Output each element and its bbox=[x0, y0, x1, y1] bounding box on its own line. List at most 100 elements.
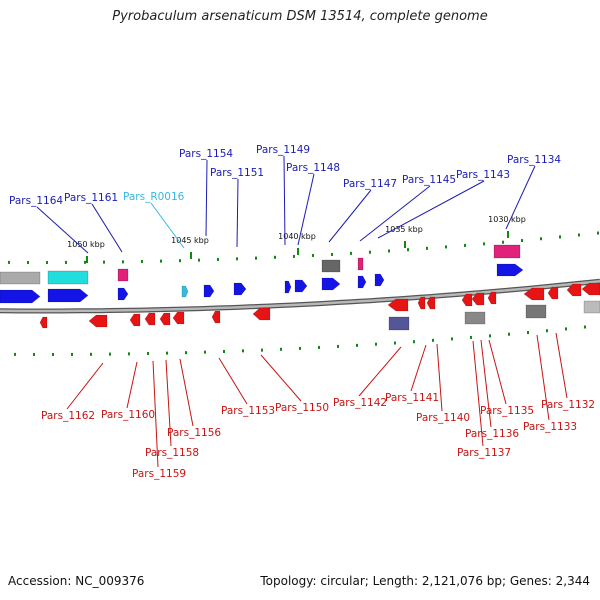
reverse-gene-arrow bbox=[487, 291, 497, 305]
forward-gene-arrow bbox=[374, 273, 385, 287]
ruler-tick bbox=[109, 352, 111, 356]
ruler-tick bbox=[470, 335, 472, 339]
ruler-tick bbox=[103, 260, 105, 264]
ruler-tick bbox=[128, 352, 130, 356]
label-leader-line bbox=[410, 344, 427, 392]
ruler-tick bbox=[293, 254, 295, 258]
rna-gene-box bbox=[47, 270, 89, 285]
ruler-tick bbox=[356, 343, 358, 347]
ruler-tick bbox=[584, 325, 586, 329]
ruler-tick bbox=[65, 260, 67, 264]
ruler-tick bbox=[217, 258, 219, 262]
forward-gene-arrow bbox=[117, 287, 129, 301]
ruler-tick bbox=[236, 257, 238, 261]
label-leader-line bbox=[377, 180, 485, 239]
label-leader-line bbox=[358, 346, 402, 397]
label-leader-line bbox=[205, 159, 208, 237]
gene-label: Pars_1134 bbox=[507, 154, 561, 166]
ruler-tick bbox=[160, 259, 162, 263]
forward-gene-arrow bbox=[284, 280, 292, 294]
ruler-tick bbox=[84, 260, 86, 264]
ruler-tick bbox=[147, 352, 149, 356]
forward-gene-arrow bbox=[0, 289, 41, 304]
gene-label: Pars_1145 bbox=[402, 174, 456, 186]
label-leader-line bbox=[436, 343, 443, 412]
ruler-tick bbox=[350, 251, 352, 255]
forward-gene-arrow bbox=[294, 279, 308, 293]
ruler-tick bbox=[508, 332, 510, 336]
gene-label: Pars_1153 bbox=[221, 405, 275, 417]
ruler-tick bbox=[223, 350, 225, 354]
ruler-tick bbox=[8, 260, 10, 264]
label-leader-line bbox=[283, 155, 286, 246]
ruler-tick bbox=[242, 349, 244, 353]
reverse-gene-arrow bbox=[172, 311, 185, 325]
ruler-label: 1040 kbp bbox=[278, 232, 316, 241]
ruler-tick bbox=[489, 334, 491, 338]
ruler-tick bbox=[33, 352, 35, 356]
reverse-gene-arrow bbox=[88, 314, 108, 328]
ruler-tick bbox=[388, 249, 390, 253]
label-leader-line bbox=[472, 340, 484, 447]
other-gene-box bbox=[464, 311, 486, 325]
rna-gene-arrow bbox=[181, 285, 189, 298]
reverse-gene-arrow bbox=[129, 313, 141, 327]
ruler-tick bbox=[559, 235, 561, 239]
ruler-tick bbox=[426, 246, 428, 250]
other-gene-box bbox=[583, 300, 600, 314]
gene-label: Pars_1151 bbox=[210, 167, 264, 179]
gene-label: Pars_1159 bbox=[132, 468, 186, 480]
ruler-tick bbox=[502, 240, 504, 244]
ruler-tick bbox=[71, 352, 73, 356]
gene-label: Pars_1162 bbox=[41, 410, 95, 422]
gene-label: Pars_1141 bbox=[385, 392, 439, 404]
gene-label: Pars_1136 bbox=[465, 428, 519, 440]
label-leader-line bbox=[536, 334, 550, 421]
label-leader-line bbox=[236, 178, 239, 248]
genome-summary-text: Topology: circular; Length: 2,121,076 bp… bbox=[260, 574, 590, 588]
label-leader-line bbox=[66, 362, 104, 410]
gene-label: Pars_1137 bbox=[457, 447, 511, 459]
other-gene-box bbox=[525, 304, 547, 319]
ruler-tick bbox=[540, 237, 542, 241]
ruler-tick bbox=[464, 243, 466, 247]
ruler-tick bbox=[432, 338, 434, 342]
reverse-gene-arrow bbox=[252, 307, 271, 321]
reverse-gene-arrow bbox=[426, 296, 436, 310]
ruler-tick bbox=[122, 260, 124, 264]
ruler-major-tick bbox=[86, 256, 88, 263]
ruler-tick bbox=[445, 245, 447, 249]
reverse-gene-arrow bbox=[471, 292, 485, 306]
ruler-tick bbox=[141, 260, 143, 264]
label-leader-line bbox=[555, 332, 568, 399]
ruler-tick bbox=[413, 340, 415, 344]
other-gene-box bbox=[321, 259, 341, 273]
forward-gene-arrow bbox=[47, 288, 89, 303]
ruler-tick bbox=[331, 252, 333, 256]
ruler-tick bbox=[46, 260, 48, 264]
label-leader-line bbox=[91, 203, 123, 253]
gene-label: Pars_1135 bbox=[480, 405, 534, 417]
ruler-tick bbox=[280, 347, 282, 351]
ruler-tick bbox=[274, 255, 276, 259]
ruler-tick bbox=[204, 350, 206, 354]
gene-label: Pars_1143 bbox=[456, 169, 510, 181]
label-leader-line bbox=[297, 173, 315, 246]
ruler-tick bbox=[375, 342, 377, 346]
ruler-tick bbox=[185, 351, 187, 355]
ruler-tick bbox=[90, 352, 92, 356]
reverse-gene-arrow bbox=[387, 298, 409, 312]
gene-label: Pars_1154 bbox=[179, 148, 233, 160]
gene-label: Pars_1158 bbox=[145, 447, 199, 459]
ruler-tick bbox=[407, 248, 409, 252]
label-leader-line bbox=[36, 206, 89, 254]
label-leader-line bbox=[218, 357, 248, 405]
gene-label: Pars_1161 bbox=[64, 192, 118, 204]
forward-gene-arrow bbox=[357, 275, 367, 289]
other-gene-box bbox=[117, 268, 129, 282]
gene-label: Pars_1160 bbox=[101, 409, 155, 421]
gene-label: Pars_1140 bbox=[416, 412, 470, 424]
ruler-tick bbox=[597, 231, 599, 235]
